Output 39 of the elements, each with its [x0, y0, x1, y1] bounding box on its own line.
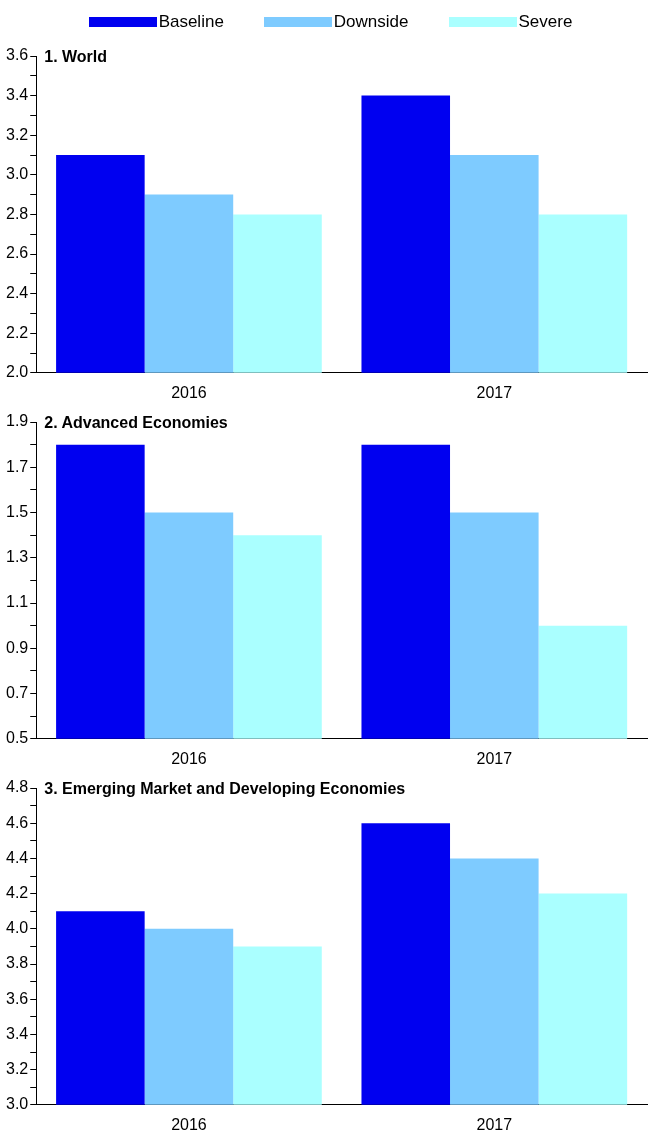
y-tick-label: 4.0	[5, 919, 29, 937]
y-tick-label: 3.0	[5, 165, 29, 183]
legend-label: Baseline	[158, 12, 224, 32]
y-tick-label: 1.5	[5, 502, 29, 520]
y-tick-label: 3.4	[5, 1024, 29, 1042]
x-tick-label: 2017	[476, 383, 513, 401]
y-tick-label: 3.8	[5, 954, 29, 972]
y-tick-label: 2.2	[5, 323, 29, 341]
y-tick-label: 4.6	[5, 813, 29, 831]
y-tick-label: 2.8	[5, 204, 29, 222]
chart-title: 3. Emerging Market and Developing Economies	[44, 780, 406, 798]
y-tick-label: 0.9	[5, 638, 29, 656]
y-tick-label: 3.2	[5, 125, 29, 143]
x-tick-label: 2017	[476, 749, 513, 767]
y-tick-label: 3.6	[5, 46, 29, 64]
y-tick-label: 0.7	[5, 683, 29, 701]
x-tick-label: 2016	[171, 749, 207, 767]
y-tick-label: 3.2	[5, 1060, 29, 1078]
x-tick-label: 2016	[171, 1115, 207, 1133]
y-tick-label: 3.0	[5, 1095, 29, 1113]
y-tick-label: 4.4	[5, 848, 29, 866]
y-tick-label: 1.1	[5, 593, 29, 611]
y-tick-label: 4.2	[5, 884, 29, 902]
y-tick-label: 1.7	[5, 457, 29, 475]
chart-title: 1. World	[44, 48, 108, 66]
legend-label: Severe	[518, 12, 573, 32]
y-tick-label: 1.9	[5, 412, 29, 430]
y-tick-label: 3.4	[5, 86, 29, 104]
y-tick-label: 4.8	[5, 778, 29, 796]
x-tick-label: 2016	[171, 383, 207, 401]
y-tick-label: 1.3	[5, 548, 29, 566]
chart-title: 2. Advanced Economies	[44, 414, 228, 432]
legend-label: Downside	[333, 12, 409, 32]
y-tick-label: 3.6	[5, 989, 29, 1007]
y-tick-label: 2.4	[5, 284, 29, 302]
x-tick-label: 2017	[476, 1115, 513, 1133]
y-tick-label: 0.5	[5, 729, 29, 747]
y-tick-label: 2.6	[5, 244, 29, 262]
y-tick-label: 2.0	[5, 363, 29, 381]
